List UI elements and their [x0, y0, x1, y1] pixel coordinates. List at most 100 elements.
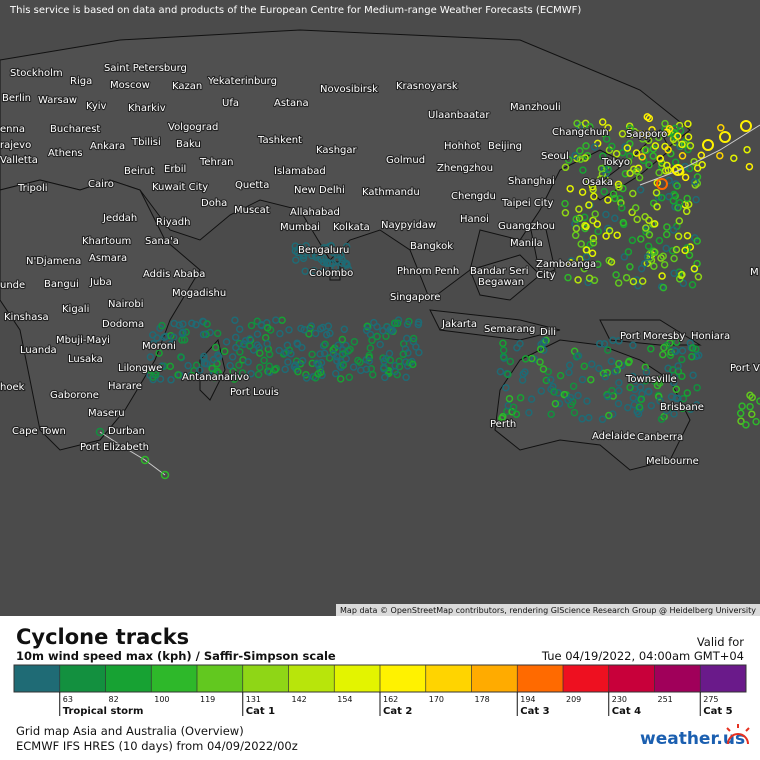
- track-point: [664, 364, 672, 373]
- track-point: [588, 360, 596, 368]
- city-label: Durban: [108, 426, 145, 437]
- track-point: [670, 254, 678, 263]
- track-point: [623, 144, 632, 152]
- city-label: Taipei City: [501, 198, 553, 209]
- track-point: [609, 410, 617, 418]
- track-point: [238, 369, 247, 377]
- city-label: Kuwait City: [152, 182, 208, 193]
- track-point: [650, 262, 658, 270]
- track-point: [167, 376, 175, 384]
- track-point: [415, 348, 423, 357]
- track-point: [588, 249, 597, 258]
- scale-tick-label: 162: [383, 695, 398, 704]
- track-point: [344, 347, 353, 355]
- track-point: [302, 370, 310, 379]
- track-point: [683, 231, 692, 240]
- track-point: [393, 319, 402, 328]
- color-scale: 63 82 100 119 131 142 154 162 170 178 194 209 230 251…: [13, 664, 747, 717]
- track-point: [546, 375, 555, 384]
- city-label: Gaborone: [50, 390, 99, 401]
- track-point: [604, 196, 612, 204]
- track-point: [299, 254, 308, 263]
- city-label: Colombo: [309, 268, 353, 279]
- track-point: [561, 163, 570, 172]
- track-point: [319, 341, 328, 350]
- track-point: [321, 340, 329, 349]
- track-point: [730, 154, 738, 162]
- track-point: [555, 399, 564, 408]
- track-line: [99, 431, 166, 476]
- track-point: [619, 184, 627, 193]
- track-point: [669, 226, 678, 234]
- track-point: [395, 362, 404, 371]
- track-point: [644, 242, 653, 250]
- track-point: [691, 181, 700, 189]
- track-point: [746, 402, 754, 411]
- track-point: [571, 220, 579, 228]
- track-point: [200, 352, 208, 361]
- city-label: Perth: [490, 419, 516, 430]
- city-label: M: [750, 267, 759, 278]
- track-point: [272, 316, 280, 324]
- track-point: [336, 362, 344, 371]
- track-point: [748, 410, 756, 418]
- track-point: [581, 154, 589, 162]
- track-point: [177, 353, 185, 361]
- track-point: [692, 401, 701, 409]
- scale-segment: [151, 665, 198, 692]
- track-point: [618, 204, 626, 212]
- track-point: [662, 406, 671, 415]
- track-point: [742, 421, 750, 429]
- track-point: [564, 273, 572, 282]
- track-point: [679, 279, 688, 288]
- track-point: [629, 277, 638, 286]
- scale-segment: [59, 665, 106, 692]
- track-point: [246, 342, 254, 350]
- track-point: [379, 365, 388, 373]
- city-label: Cape Town: [12, 426, 66, 437]
- logo: weather.us: [640, 729, 745, 749]
- track-point: [571, 151, 579, 160]
- track-point: [580, 362, 589, 370]
- city-label: Mogadishu: [172, 288, 226, 299]
- city-label: Novosibirsk: [320, 84, 378, 95]
- track-point: [688, 281, 697, 289]
- track-point: [391, 367, 399, 376]
- track-point: [184, 361, 192, 370]
- track-point: [179, 320, 187, 328]
- track-point: [657, 193, 666, 202]
- track-point: [180, 336, 189, 344]
- city-label: Yekaterinburg: [207, 76, 277, 87]
- track-point: [659, 252, 667, 260]
- track-point: [308, 350, 316, 359]
- track-point: [666, 351, 675, 359]
- track-point: [203, 320, 211, 328]
- scale-segment: [334, 665, 381, 692]
- city-label: Tokyo: [601, 157, 630, 168]
- track-point: [641, 213, 649, 221]
- track-point: [678, 346, 687, 355]
- track-point: [659, 283, 668, 292]
- track-point: [612, 271, 620, 279]
- track-point: [365, 357, 373, 365]
- track-point: [608, 142, 616, 151]
- track-point: [678, 270, 686, 279]
- track-point: [652, 188, 661, 197]
- track-point: [323, 258, 332, 267]
- track-point: [271, 366, 279, 374]
- scale-segment: [563, 665, 610, 692]
- track-point: [506, 357, 515, 366]
- track-point: [582, 142, 590, 150]
- track-point: [373, 322, 381, 331]
- track-point: [285, 326, 293, 334]
- track-point: [399, 350, 408, 359]
- track-point: [324, 322, 333, 330]
- track-point: [620, 253, 629, 261]
- scale-segment: [380, 665, 427, 692]
- track-point: [246, 335, 254, 343]
- track-point: [587, 375, 595, 384]
- track-point: [655, 392, 663, 401]
- city-label: Hanoi: [460, 214, 489, 225]
- track-point: [373, 332, 381, 341]
- track-point: [572, 224, 581, 233]
